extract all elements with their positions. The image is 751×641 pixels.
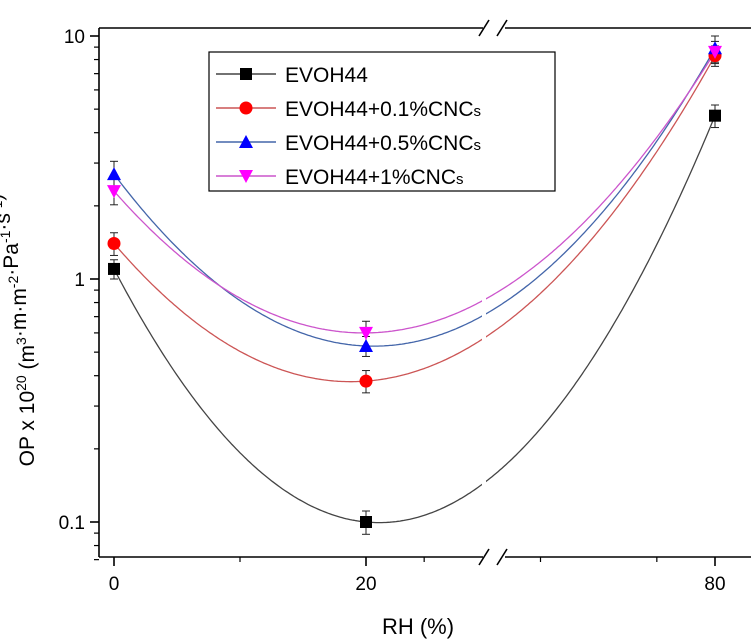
legend-label: EVOH44+0.5%CNCs (285, 132, 481, 155)
data-point (709, 109, 721, 122)
y-axis-label-units: (m3·m·m-2·Pa-1·s-1) (0, 194, 39, 376)
axis-break-mark (496, 19, 508, 37)
y-axis-label: OP x 1020 (m3·m·m-2·Pa-1·s-1) (0, 194, 39, 467)
data-markers (107, 41, 722, 528)
legend-marker (240, 68, 252, 80)
y-tick-label: 0.1 (59, 513, 85, 534)
y-axis-label-main: OP x 10 (16, 391, 39, 467)
legend-box (208, 51, 556, 192)
data-point (360, 516, 372, 528)
data-point (359, 339, 373, 353)
x-tick-label: 80 (704, 574, 725, 595)
data-point (708, 45, 722, 59)
data-point (107, 236, 121, 250)
legend-marker (239, 101, 253, 115)
data-point (359, 374, 373, 388)
data-point (359, 326, 373, 340)
axes (98, 19, 751, 566)
legend-label: EVOH44+0.1%CNCs (285, 98, 481, 121)
y-tick-label: 1 (74, 270, 85, 291)
data-point (107, 167, 121, 181)
axis-break-mark (478, 19, 490, 37)
axis-ticks: 0.1 1 10 0 20 80 (59, 27, 726, 595)
axis-break-mark (496, 548, 508, 566)
data-point (108, 262, 120, 275)
legend-marker (239, 135, 253, 148)
legend-marker (239, 170, 253, 183)
series-line (113, 53, 715, 334)
series-line (113, 57, 715, 383)
series-line (113, 117, 715, 524)
series-curves (113, 30, 715, 555)
y-axis-label-exponent: 20 (13, 375, 29, 391)
axis-break-mark (478, 548, 490, 566)
legend-label: EVOH44 (285, 64, 368, 87)
break-gap (482, 30, 486, 555)
legend: EVOH44 EVOH44+0.1%CNCs EVOH44+0.5%CNCs EVOH… (208, 51, 556, 192)
x-tick-label: 20 (355, 574, 376, 595)
x-axis-label: RH (%) (382, 614, 454, 639)
y-tick-label: 10 (64, 27, 85, 48)
data-point (107, 185, 121, 199)
x-tick-label: 0 (109, 574, 120, 595)
legend-label: EVOH44+1%CNCs (285, 166, 463, 189)
series-line (113, 49, 715, 347)
